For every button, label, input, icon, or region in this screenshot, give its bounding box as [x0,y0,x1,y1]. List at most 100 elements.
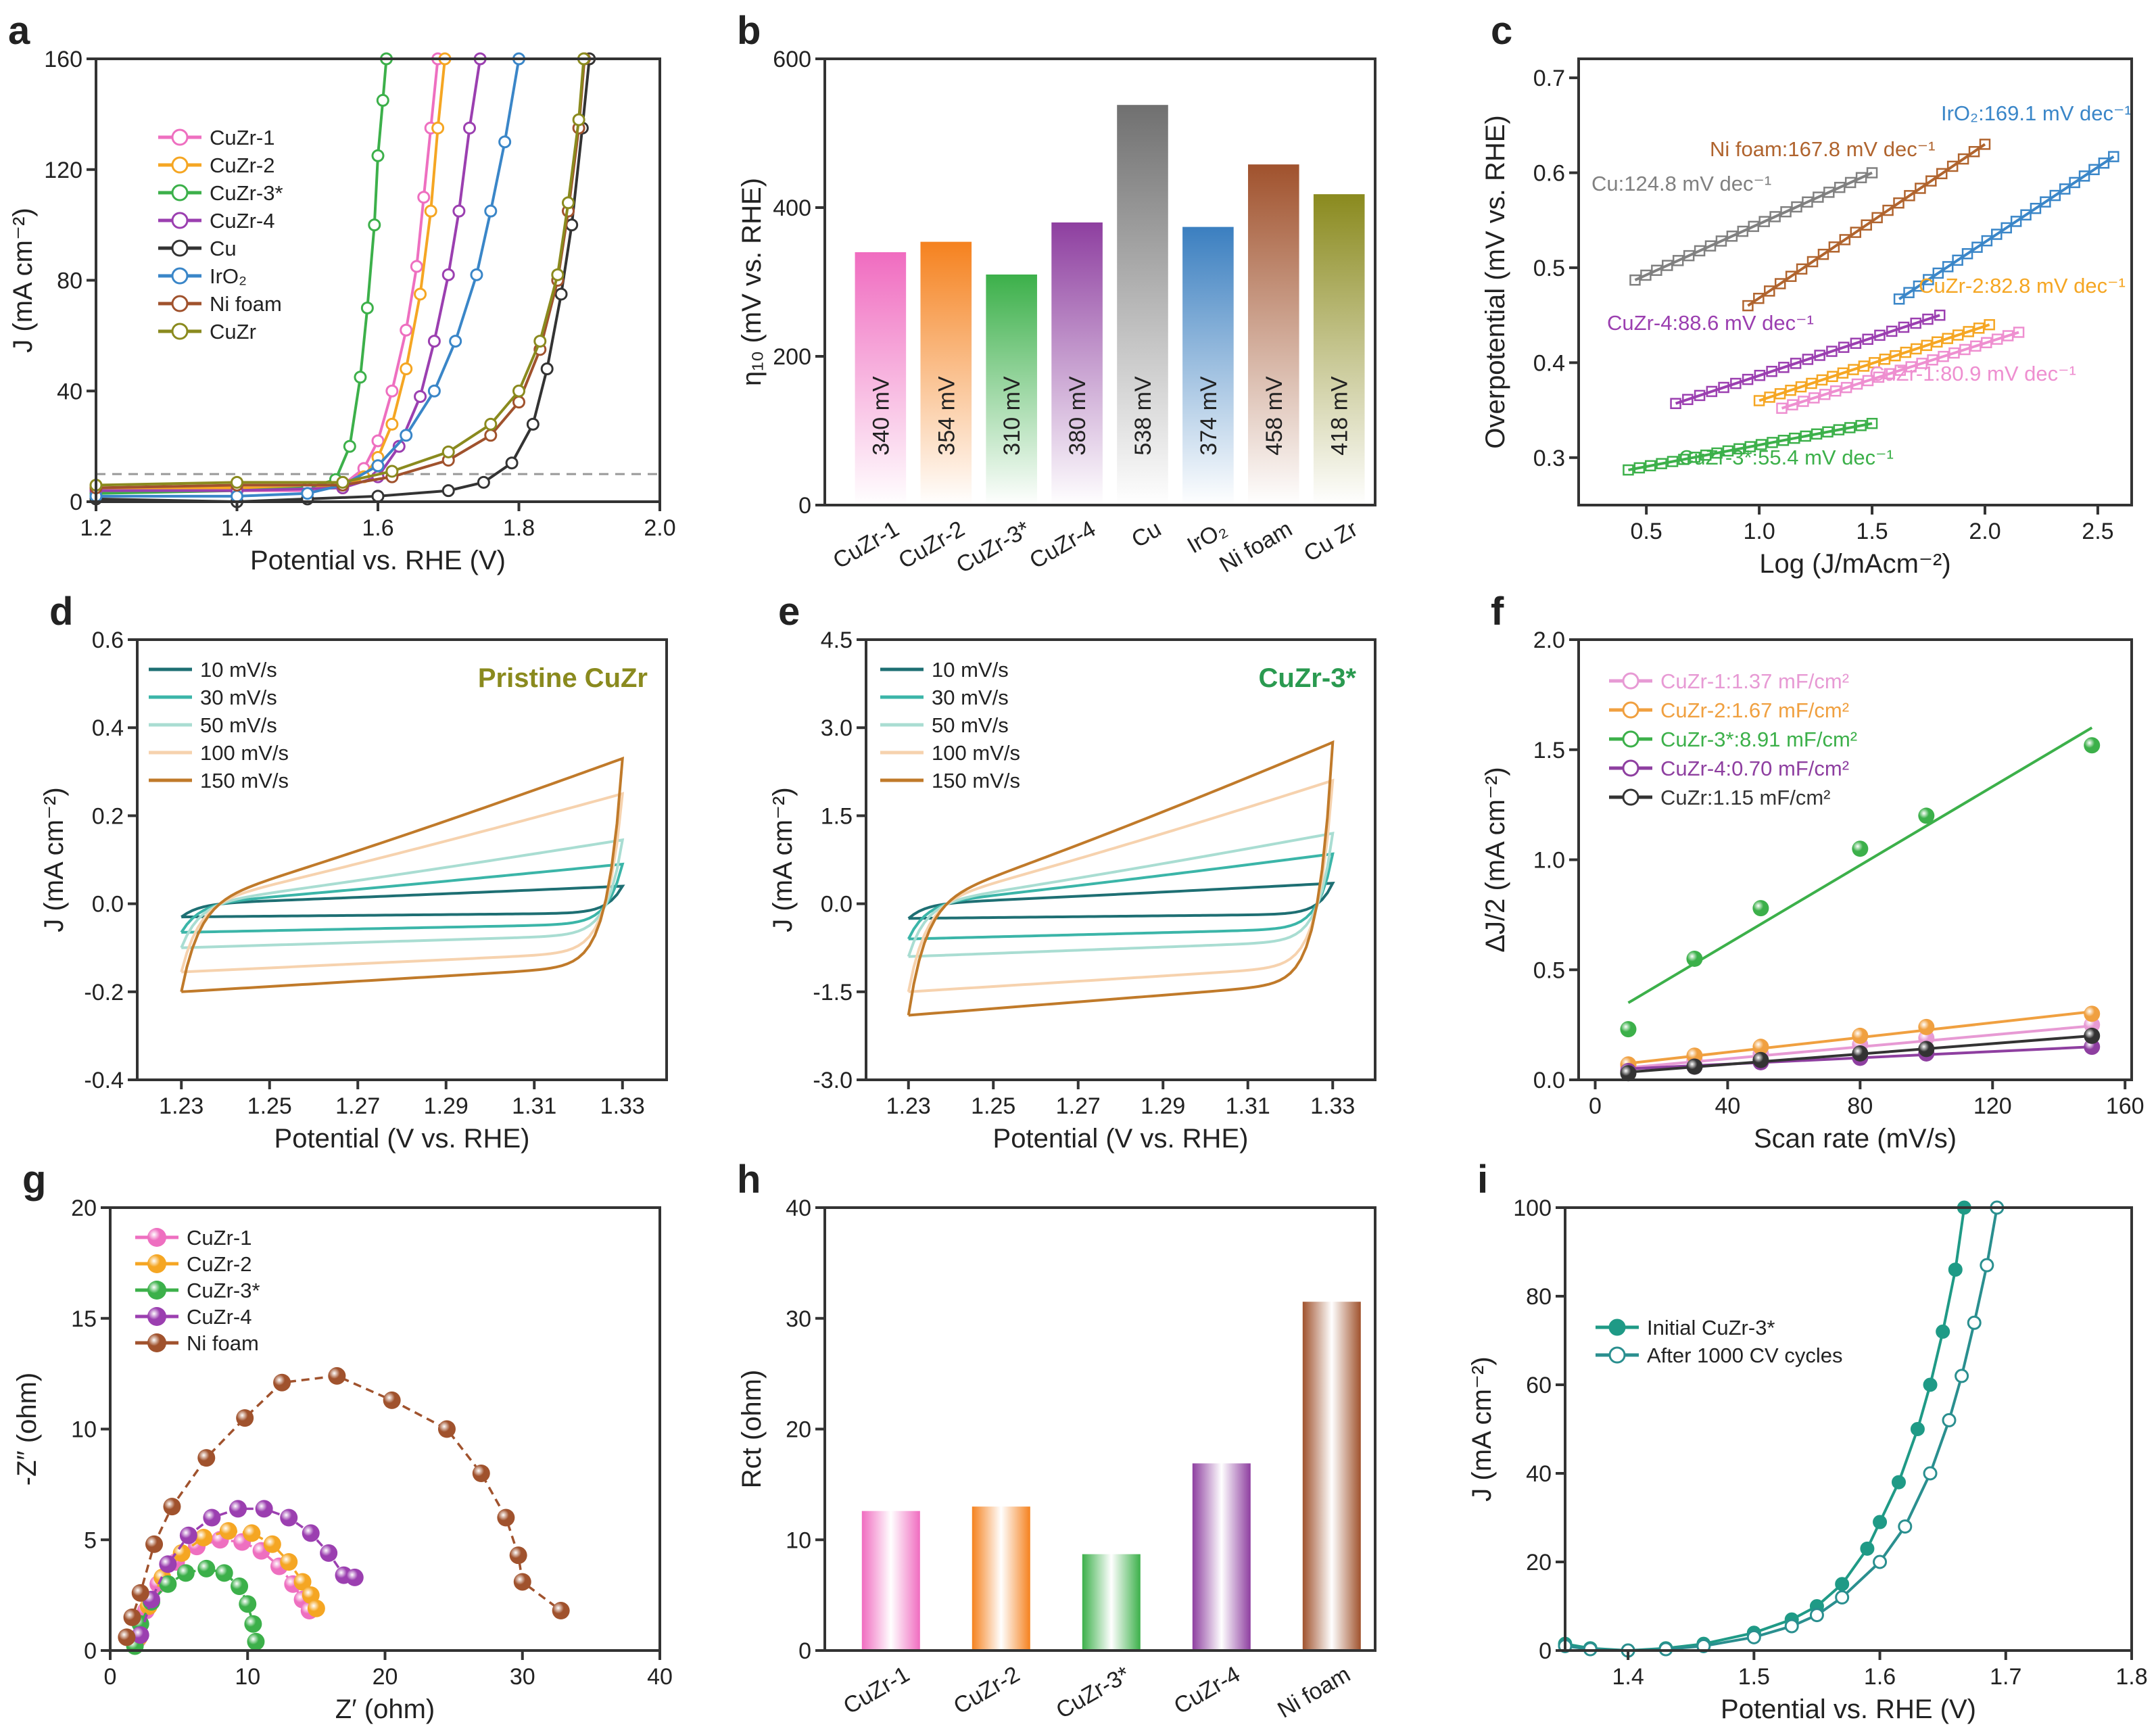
bar [920,241,972,505]
series-CuZr-4 [89,52,487,498]
y-tick-label: 0.4 [92,715,124,741]
data-point [293,1573,312,1591]
data-point [1816,374,1828,386]
x-tick-label: 1.5 [1738,1664,1770,1690]
data-point [1963,326,1974,337]
data-point [371,434,385,448]
bar-value-label: 374 mV [1196,376,1222,455]
y-axis-label: J (mA cm⁻²) [39,787,69,932]
data-point [1777,435,1790,446]
y-tick-label: -0.4 [84,1068,124,1093]
y-tick-label: -1.5 [813,980,853,1005]
series-Ni foam [118,1367,570,1646]
data-point [1715,235,1727,247]
series-CuZr-3*:8.91 mF/cm² [1620,726,2101,1038]
x-tick-label: 40 [647,1664,673,1690]
data-point [215,1564,233,1582]
data-point [307,1599,325,1617]
data-point [280,1553,298,1571]
data-point [2084,737,2101,754]
legend-label: CuZr-2 [210,153,274,177]
bar-value-label: 418 mV [1327,376,1353,455]
data-point [1957,153,1969,165]
data-point [1829,385,1842,397]
data-point [1873,371,1885,383]
data-point [1890,350,1901,362]
x-axis-label: Potential (V vs. RHE) [274,1124,530,1154]
legend-label: CuZr-1 [187,1226,251,1250]
panel-g: g 0 5 10 15 20 0 10 20 30 40 Z′ (ohm) -Z″ (ohm) CuZr-… [12,1158,673,1724]
data-point [497,1509,515,1527]
cv-loop-30 mV/s [907,852,1335,941]
data-point [2108,151,2119,162]
x-tick-label: 1.31 [1226,1093,1270,1119]
data-point [123,1608,141,1626]
y-tick-label: 60 [1526,1373,1552,1398]
panel-letter: g [22,1158,46,1202]
data-point [1923,274,1934,285]
fit-line [1628,422,1873,472]
data-point [1623,464,1634,476]
legend-item: CuZr-2 [135,1252,251,1276]
data-point [1798,396,1809,407]
slope-label: CuZr-3*:55.4 mV dec⁻¹ [1679,446,1894,469]
data-point [302,1586,320,1605]
data-point [1973,323,1985,334]
data-point [1873,1515,1888,1529]
data-point [159,1575,177,1593]
legend-item: CuZr-1 [158,126,274,149]
x-tick-label: 1.25 [971,1093,1015,1119]
panel-a: a 0 40 80 120 160 1.2 1.4 1.6 1.8 2.0 Potential vs.… [8,9,676,575]
data-point [1755,439,1767,450]
plot-area [1620,726,2101,1082]
bar [1117,105,1168,505]
y-tick-label: 10 [786,1527,811,1553]
panel-d: d -0.4 -0.2 0.0 0.2 0.4 0.6 1.23 1.25 1.27 1.29 1.3… [39,590,668,1154]
data-point [1861,219,1872,231]
data-point [1670,398,1681,409]
x-axis-label: Potential vs. RHE (V) [1721,1694,1976,1724]
data-point [1898,1519,1913,1534]
y-tick-label: 0.7 [1533,66,1565,91]
data-point [1827,371,1838,383]
data-point [385,417,399,431]
legend-item: Initial CuZr-3* [1596,1316,1775,1339]
data-point [1979,139,1991,150]
data-point [1862,375,1874,387]
data-point [1726,231,1738,242]
data-point [1850,227,1862,238]
legend-marker [171,128,189,146]
legend-label: 50 mV/s [932,713,1009,737]
data-point [1689,452,1701,463]
data-point [1629,274,1641,286]
data-point [1942,261,1954,272]
series-Cu [89,52,596,508]
legend-item: Cu [158,237,237,260]
data-point [1893,293,1905,305]
y-tick-label: 0.5 [1533,957,1565,983]
data-point [203,1509,221,1527]
x-tick-label: 1.4 [1612,1664,1644,1690]
series-line [95,58,591,503]
y-tick-label: 40 [1526,1461,1552,1487]
data-point [239,1595,257,1613]
y-tick-label: 10 [71,1417,97,1443]
slope-label: CuZr-2:82.8 mV dec⁻¹ [1919,274,2126,298]
y-tick-label: 120 [44,158,82,183]
legend-item: CuZr-1:1.37 mF/cm² [1609,669,1849,693]
plot-area [180,756,625,993]
data-point [1948,1262,1963,1277]
data-point [1852,1045,1869,1062]
fit-line [1781,331,2019,410]
x-tick-label: 1.6 [362,515,393,541]
data-point [1904,190,1915,201]
legend-label: Ni foam [210,292,282,316]
data-point [1886,325,1898,337]
y-tick-label: 600 [773,47,811,72]
data-point [1915,183,1926,194]
x-tick-label: 0.5 [1631,519,1662,544]
legend-label: CuZr-2:1.67 mF/cm² [1660,698,1849,722]
data-point [1918,1018,1935,1035]
x-axis-label: Scan rate (mV/s) [1754,1124,1957,1154]
data-point [400,362,413,375]
